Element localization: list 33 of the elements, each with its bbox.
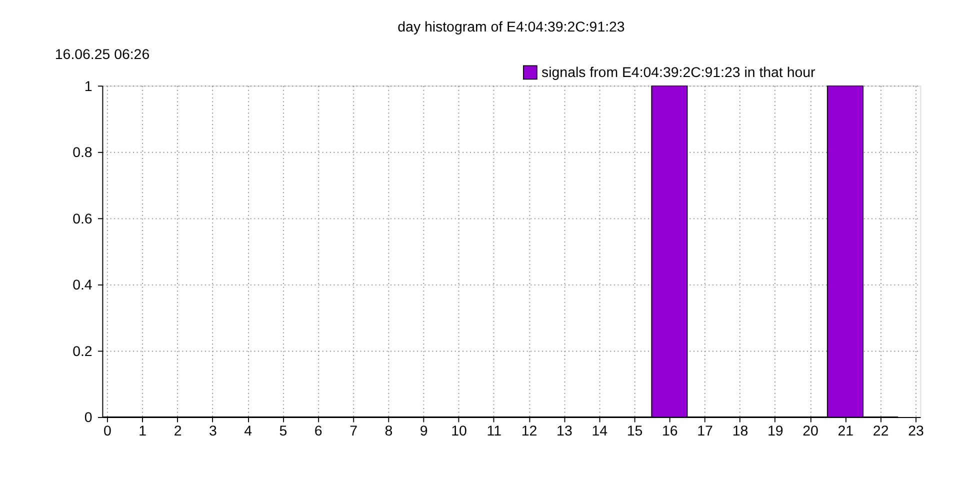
x-tick-label: 3 bbox=[208, 423, 217, 440]
chart-title: day histogram of E4:04:39:2C:91:23 bbox=[398, 20, 625, 36]
x-tick-label: 22 bbox=[872, 423, 889, 440]
y-tick-label: 1 bbox=[84, 78, 92, 95]
legend-label: signals from E4:04:39:2C:91:23 in that hour bbox=[542, 65, 816, 82]
x-tick-label: 7 bbox=[350, 423, 358, 440]
x-tick-label: 20 bbox=[802, 423, 819, 440]
x-tick-label: 16 bbox=[662, 423, 678, 440]
x-tick-label: 13 bbox=[556, 423, 572, 440]
y-tick-label: 0.4 bbox=[72, 278, 92, 294]
x-tick-label: 2 bbox=[174, 423, 182, 440]
x-tick-label: 0 bbox=[104, 423, 112, 440]
x-tick-label: 5 bbox=[279, 423, 288, 440]
y-tick-label: 0.6 bbox=[72, 211, 92, 228]
x-tick-label: 8 bbox=[384, 423, 393, 440]
x-tick-label: 15 bbox=[626, 423, 643, 440]
y-tick-label: 0 bbox=[84, 410, 92, 426]
x-tick-label: 11 bbox=[486, 423, 502, 440]
x-tick-label: 18 bbox=[732, 423, 748, 440]
x-tick-label: 17 bbox=[697, 423, 714, 440]
y-tick-label: 0.8 bbox=[72, 145, 92, 162]
y-tick-label: 0.2 bbox=[72, 344, 92, 360]
x-tick-label: 12 bbox=[521, 423, 538, 440]
x-tick-label: 9 bbox=[420, 423, 428, 440]
x-tick-label: 19 bbox=[767, 423, 784, 440]
x-tick-label: 23 bbox=[908, 423, 924, 440]
x-tick-label: 6 bbox=[314, 423, 322, 440]
x-tick-label: 10 bbox=[451, 423, 467, 440]
x-tick-label: 14 bbox=[592, 423, 608, 440]
x-tick-label: 1 bbox=[138, 423, 147, 440]
x-tick-label: 21 bbox=[838, 423, 854, 440]
x-tick-label: 4 bbox=[244, 423, 252, 440]
text: 16.06.25 06:26 bbox=[54, 47, 150, 64]
